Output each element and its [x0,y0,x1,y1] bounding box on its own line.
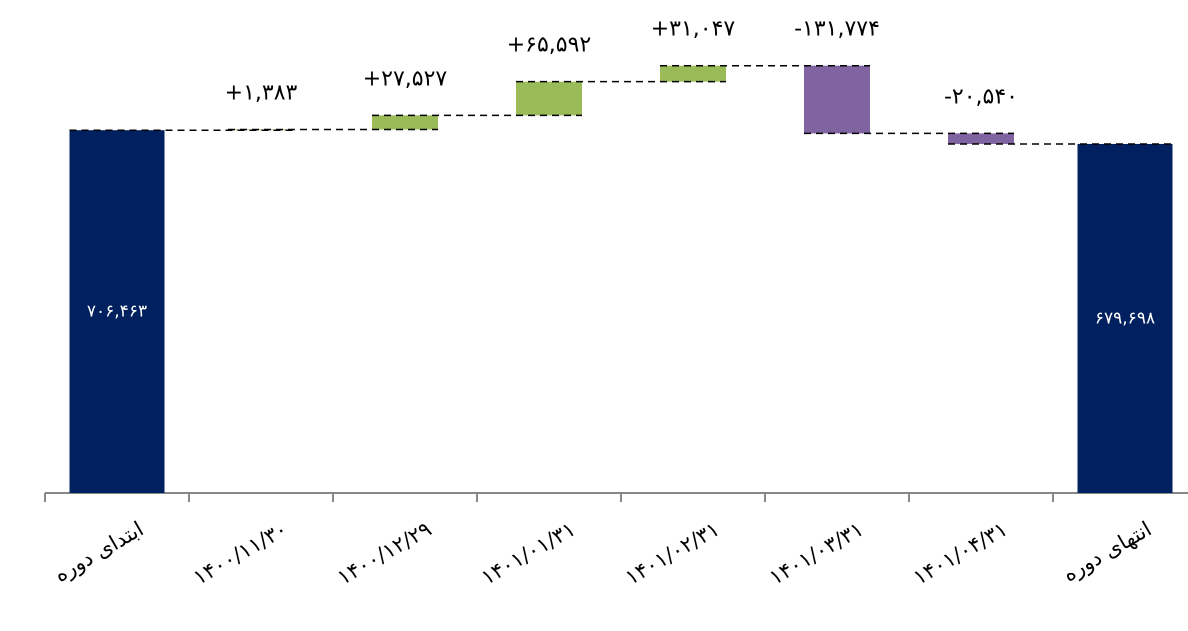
value-label: +۶۵,۵۹۲ [507,33,592,58]
value-label: -۲۰,۵۴۰ [944,84,1018,109]
bar [228,129,294,131]
x-tick-label: ۱۴۰۰/۱۱/۳۰ [189,517,291,590]
value-label: -۱۳۱,۷۷۴ [794,17,880,42]
bar [660,65,726,82]
x-tick-label: ۱۴۰۱/۰۲/۳۱ [621,517,723,590]
value-label: +۳۱,۰۴۷ [651,17,736,42]
bar [516,81,582,116]
x-tick-label: ابتدای دوره [50,517,147,587]
bar [69,130,165,493]
bar [1077,143,1173,493]
value-label: ۶۷۹,۶۹۸ [1095,308,1155,328]
bar [948,133,1014,144]
bar [804,65,870,134]
x-tick-label: انتهای دوره [1059,517,1156,587]
x-tick-label: ۱۴۰۱/۰۴/۳۱ [909,517,1011,590]
value-label: +۱,۳۸۳ [225,80,298,105]
x-tick-label: ۱۴۰۱/۰۱/۳۱ [477,517,579,590]
x-tick-label: ۱۴۰۱/۰۳/۳۱ [765,517,867,590]
x-tick-label: ۱۴۰۰/۱۲/۲۹ [333,517,435,590]
value-label: ۷۰۶,۴۶۳ [87,302,147,322]
bar [372,115,438,130]
value-label: +۲۷,۵۲۷ [363,66,448,91]
